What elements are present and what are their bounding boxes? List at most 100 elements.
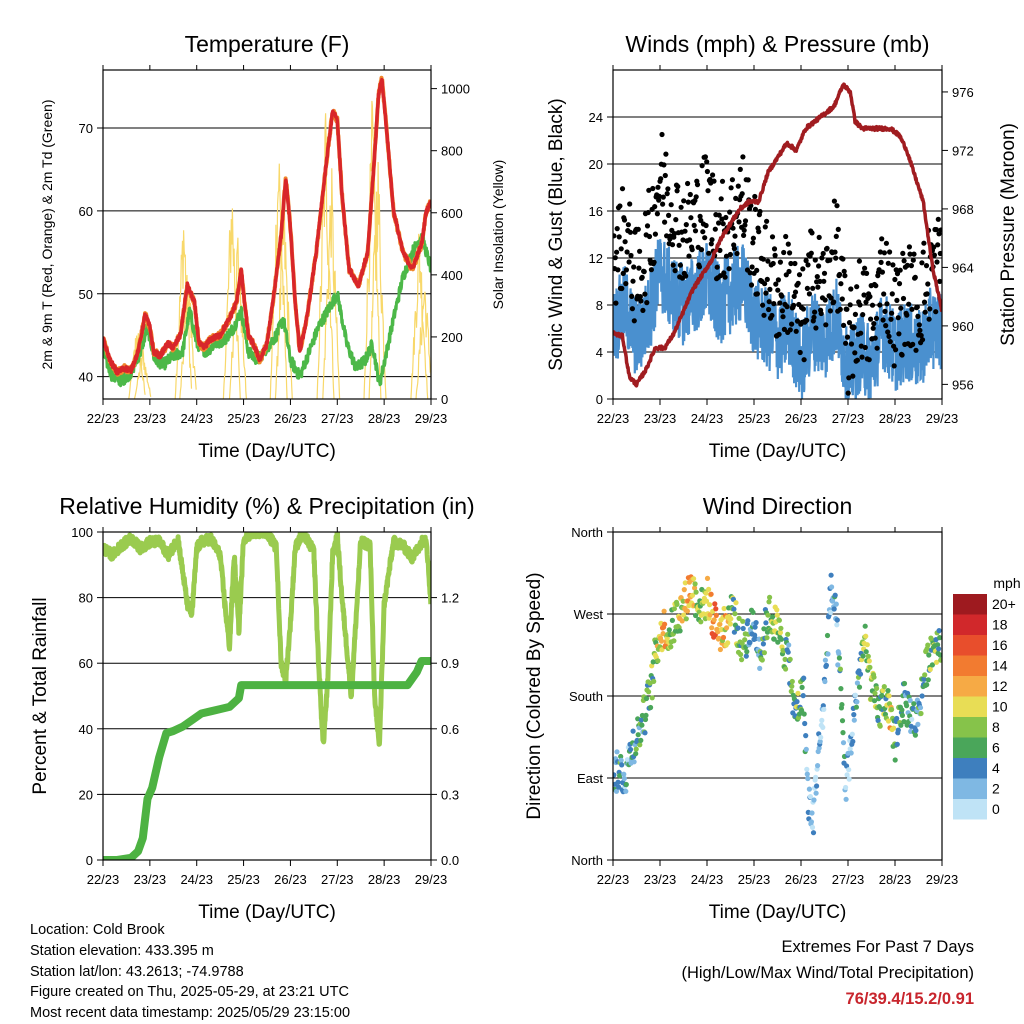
direction-point [740,618,746,624]
direction-point [904,703,910,709]
gust-point [827,308,834,314]
direction-point [765,612,771,618]
y-tick-label: 8 [596,298,603,313]
y-tick-label: 40 [79,370,93,385]
gust-point [850,373,856,379]
x-tick-label: 28/23 [879,872,912,887]
gust-point [619,285,625,292]
gust-point [650,185,656,192]
direction-point [864,642,870,648]
direction-point [886,693,892,699]
gust-point [895,315,901,321]
gust-point [921,240,927,246]
direction-point [717,646,724,653]
gust-point [613,255,618,261]
gust-point [819,255,825,261]
direction-point [851,712,857,718]
x-axis-label: Time (Day/UTC) [198,902,336,923]
gust-point [722,274,728,280]
y-tick-label: 12 [589,251,603,266]
gust-point [668,202,674,208]
direction-point [616,784,622,790]
gust-point [925,281,931,287]
direction-point [839,718,846,724]
gust-point [883,240,890,246]
gust-point [803,258,809,264]
y-right-tick-label: 0.3 [441,787,459,802]
direction-point [745,618,751,624]
y-axis-label: Direction (Colored By Speed) [524,572,545,819]
x-tick-label: 25/23 [227,411,260,426]
y-tick-label: 40 [79,722,93,737]
direction-point [894,741,900,747]
colorbar-label: 6 [992,740,1000,756]
direction-point [885,718,892,724]
direction-point [901,719,907,725]
direction-point [760,641,767,647]
colorbar-label: 0 [992,801,1000,817]
direction-point [782,656,788,663]
gust-point [866,357,872,363]
gust-point [881,291,887,297]
direction-point [835,662,841,668]
direction-point [811,797,817,803]
y-tick-label: North [571,853,603,868]
x-tick-label: 29/23 [926,411,959,426]
winds-pressure-chart: Winds (mph) & Pressure (mb) 0 4 8 12 16 20 24 22… [546,31,1019,462]
gust-point [661,162,667,168]
gust-point [897,267,903,273]
direction-point [761,626,767,632]
direction-point [810,830,817,836]
direction-point [618,757,624,763]
gust-point [794,318,801,324]
gust-point [760,302,766,308]
gust-point [712,226,718,232]
gust-point [757,208,763,215]
gust-point [841,268,847,274]
gust-point [644,300,650,306]
y-right-tick-label: 956 [952,377,974,392]
direction-point [638,737,644,744]
direction-point [778,625,784,631]
gust-point [680,237,686,243]
gust-point [628,252,634,259]
colorbar-swatch [953,737,987,758]
gust-point [882,308,888,314]
colorbar-label: 4 [992,760,1000,776]
colorbar-label: 14 [992,658,1008,674]
x-tick-label: 29/23 [415,872,448,887]
direction-point [894,715,900,722]
gust-point [898,305,904,311]
gust-point [766,299,772,305]
direction-point [623,781,629,788]
gust-point [800,306,807,312]
gust-point [671,231,678,237]
gust-point [891,363,897,369]
gust-point [728,185,734,191]
gust-point [619,186,626,192]
direction-point [834,622,840,628]
direction-point [752,624,758,630]
y-right-tick-label: 400 [441,268,463,283]
x-axis-label: Time (Day/UTC) [709,902,847,923]
direction-point [935,642,941,648]
direction-point [924,682,930,688]
gust-point [851,324,857,330]
gust-point [756,229,762,235]
gust-point [747,270,753,276]
gust-point [754,291,761,297]
gust-point [901,258,907,264]
gust-point [834,203,840,209]
gust-point [660,201,666,207]
gust-point [786,268,792,275]
gust-point [662,172,668,179]
direction-point [662,621,668,627]
gust-point [912,274,918,280]
gust-point [660,194,666,200]
gust-point [669,242,676,248]
direction-point [936,628,942,634]
direction-point [822,657,829,663]
gust-point [800,266,806,272]
direction-point [630,728,636,734]
solar-spike [368,161,387,399]
